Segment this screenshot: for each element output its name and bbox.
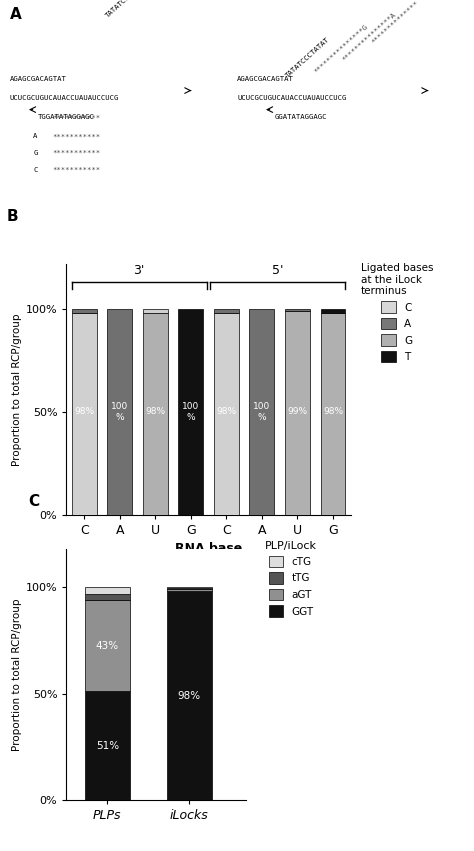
Text: AGAGCGACAGTAT: AGAGCGACAGTAT	[237, 77, 294, 83]
Text: ***********: ***********	[52, 114, 100, 120]
Text: 98%: 98%	[323, 408, 343, 416]
Legend: C, A, G, T: C, A, G, T	[356, 259, 438, 367]
Text: C: C	[28, 494, 40, 509]
Bar	[72, 313, 97, 515]
Text: G: G	[33, 150, 37, 156]
Text: 51%: 51%	[96, 740, 119, 751]
Text: 100
%: 100 %	[253, 403, 271, 421]
Text: 98%: 98%	[145, 408, 165, 416]
Text: 43%: 43%	[96, 641, 119, 651]
Text: TGGATATAGGAGC: TGGATATAGGAGC	[38, 114, 95, 120]
Text: 98%: 98%	[216, 408, 237, 416]
Text: 98%: 98%	[178, 691, 201, 700]
Text: 5': 5'	[272, 264, 283, 277]
Legend: cTG, tTG, aGT, GGT: cTG, tTG, aGT, GGT	[261, 536, 321, 621]
Text: B: B	[7, 208, 18, 224]
Text: ***************G: ***************G	[313, 24, 369, 75]
Bar	[285, 309, 310, 311]
Bar	[167, 591, 212, 800]
Bar	[320, 313, 346, 515]
Bar	[72, 309, 97, 313]
Bar	[167, 587, 212, 588]
Text: ***************A: ***************A	[341, 12, 397, 63]
Text: GGATATAGGAGC: GGATATAGGAGC	[275, 114, 328, 120]
Bar	[178, 309, 203, 515]
Bar	[85, 600, 130, 691]
Bar	[85, 691, 130, 800]
Bar	[285, 311, 310, 515]
Bar	[85, 587, 130, 594]
Text: UCUCGCUGUCAUACCUAUAUCCUCG: UCUCGCUGUCAUACCUAUAUCCUCG	[9, 95, 119, 101]
Bar	[85, 594, 130, 600]
Bar	[214, 313, 239, 515]
Y-axis label: Proportion to total RCP/group: Proportion to total RCP/group	[11, 313, 21, 465]
X-axis label: RNA base: RNA base	[175, 542, 242, 556]
Bar	[167, 588, 212, 590]
Bar	[167, 590, 212, 591]
Text: ***********: ***********	[52, 167, 100, 173]
Text: 100
%: 100 %	[182, 403, 200, 421]
Text: A: A	[9, 7, 21, 22]
Text: TATATCCCTATAT: TATATCCCTATAT	[104, 0, 151, 19]
Text: **************: **************	[370, 0, 419, 45]
Text: A: A	[33, 134, 37, 140]
Text: TATATCCCTATAT: TATATCCCTATAT	[284, 36, 331, 78]
Text: UCUCGCUGUCAUACCUAUAUCCUCG: UCUCGCUGUCAUACCUAUAUCCUCG	[237, 95, 346, 101]
Bar	[143, 309, 168, 313]
Bar	[249, 309, 274, 515]
Text: 99%: 99%	[287, 408, 308, 416]
Text: C: C	[33, 167, 37, 173]
Text: 3': 3'	[134, 264, 145, 277]
Bar	[320, 309, 346, 313]
Y-axis label: Proportion to total RCP/group: Proportion to total RCP/group	[11, 598, 21, 751]
Bar	[214, 309, 239, 313]
Text: AGAGCGACAGTAT: AGAGCGACAGTAT	[9, 77, 66, 83]
Bar	[143, 313, 168, 515]
Text: ***********: ***********	[52, 134, 100, 140]
Text: 100
%: 100 %	[111, 403, 128, 421]
Bar	[107, 309, 132, 515]
Text: ***********: ***********	[52, 150, 100, 156]
Text: 98%: 98%	[74, 408, 94, 416]
